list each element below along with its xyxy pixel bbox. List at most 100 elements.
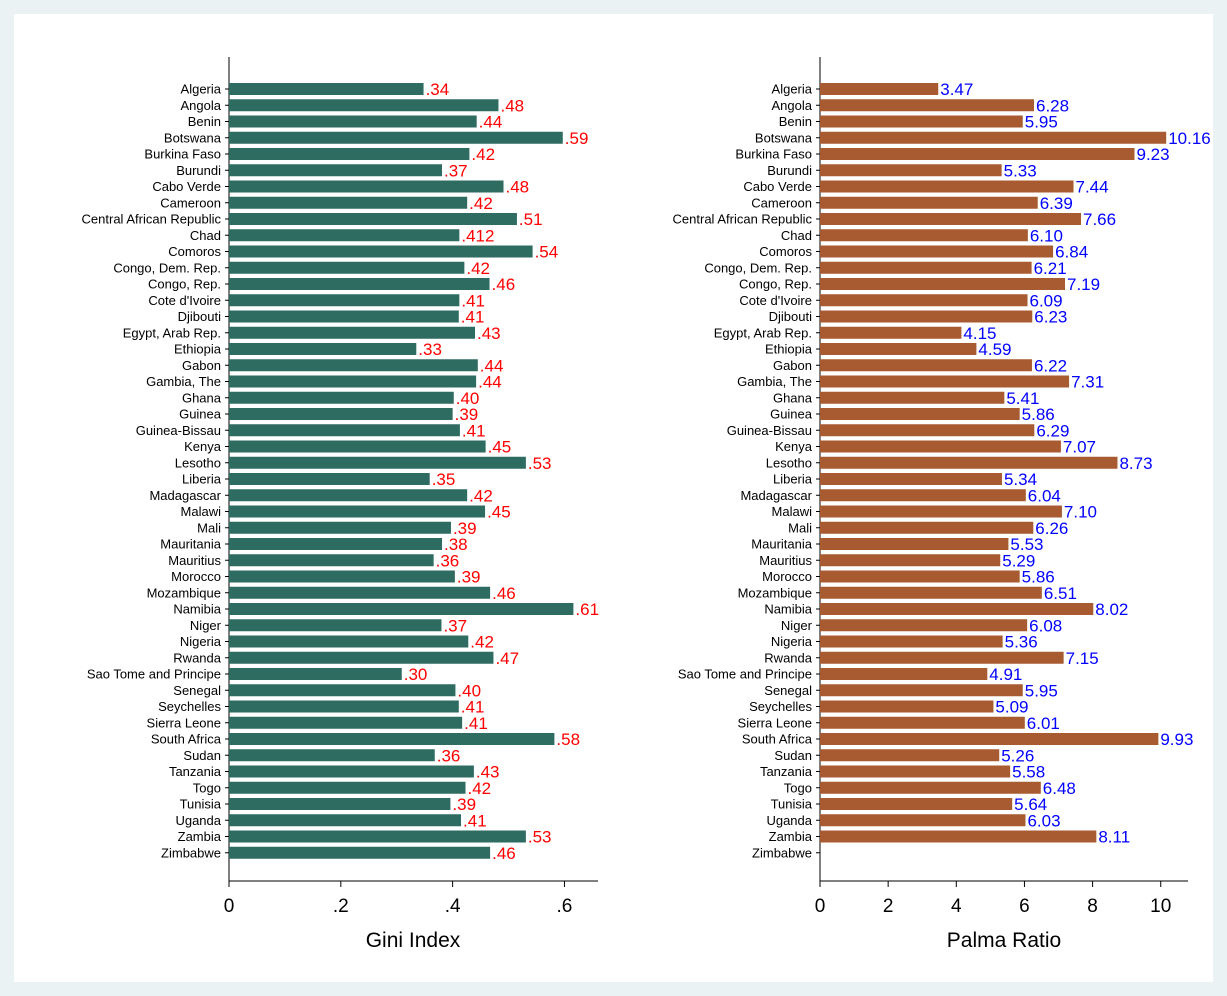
gini-category-label: Burundi [176, 163, 221, 178]
palma-bar [820, 765, 1011, 778]
palma-category-label: Djibouti [769, 309, 812, 324]
gini-bar [229, 131, 563, 144]
gini-bar [229, 310, 459, 323]
gini-value-label: .40 [456, 389, 480, 408]
palma-value-label: 5.58 [1012, 763, 1045, 782]
gini-category-label: Benin [188, 114, 221, 129]
palma-category-label: Cote d'Ivoire [739, 293, 812, 308]
palma-panel: Palma Ratio 0 2 4 6 8 10 Algeria 3.47 Angola 6.28… [673, 57, 1211, 952]
palma-value-label: 6.08 [1029, 616, 1062, 635]
gini-category-label: Tanzania [169, 764, 222, 779]
gini-category-label: Comoros [168, 244, 221, 259]
palma-category-label: Namibia [764, 602, 812, 617]
palma-category-label: Guinea [770, 407, 813, 422]
gini-category-label: Ghana [182, 390, 222, 405]
palma-category-label: Guinea-Bissau [727, 423, 812, 438]
gini-value-label: .53 [528, 454, 552, 473]
gini-bar [229, 213, 517, 225]
gini-bar [229, 375, 477, 388]
palma-value-label: 5.86 [1022, 568, 1055, 587]
gini-category-label: Ethiopia [174, 342, 222, 357]
gini-bar [229, 619, 442, 632]
gini-bar [229, 196, 468, 209]
gini-category-label: Angola [181, 98, 222, 113]
palma-category-label: Mauritius [759, 553, 812, 568]
gini-category-label: Cote d'Ivoire [148, 293, 221, 308]
palma-bar [820, 229, 1028, 242]
palma-bar [820, 781, 1041, 794]
gini-category-label: Algeria [181, 82, 222, 97]
palma-value-label: 6.21 [1034, 259, 1067, 278]
gini-value-label: .46 [492, 584, 516, 603]
palma-x-tick-label: 4 [951, 896, 962, 917]
palma-category-label: Ghana [773, 390, 813, 405]
palma-value-label: 6.29 [1036, 421, 1069, 440]
gini-bar [229, 229, 460, 242]
gini-value-label: .42 [471, 145, 495, 164]
palma-value-label: 6.22 [1034, 356, 1067, 375]
gini-bar [229, 180, 504, 193]
gini-category-label: Mauritania [160, 537, 221, 552]
gini-bar [229, 635, 469, 648]
gini-value-label: .39 [455, 405, 479, 424]
gini-category-label: Senegal [173, 683, 221, 698]
palma-value-label: 6.04 [1028, 486, 1061, 505]
palma-value-label: 7.31 [1071, 373, 1104, 392]
gini-category-label: Uganda [175, 813, 221, 828]
gini-category-label: Madagascar [149, 488, 221, 503]
gini-bar [229, 586, 491, 599]
gini-value-label: .59 [565, 129, 589, 148]
gini-value-label: .39 [453, 519, 477, 538]
gini-bar [229, 294, 460, 307]
palma-bar [820, 798, 1013, 810]
palma-value-label: 6.23 [1034, 308, 1067, 327]
gini-value-label: .43 [477, 324, 501, 343]
gini-bar [229, 83, 424, 95]
gini-bar [229, 359, 478, 372]
gini-bar [229, 538, 443, 550]
palma-bar [820, 521, 1034, 534]
palma-category-label: Nigeria [771, 634, 813, 649]
palma-value-label: 5.33 [1004, 161, 1037, 180]
palma-value-label: 4.15 [963, 324, 996, 343]
gini-category-label: Sudan [183, 748, 221, 763]
gini-bar [229, 456, 526, 469]
palma-category-label: Chad [781, 228, 812, 243]
palma-category-label: Seychelles [749, 699, 812, 714]
gini-value-label: .34 [426, 80, 450, 99]
gini-bar [229, 99, 499, 112]
gini-value-label: .44 [478, 373, 502, 392]
palma-category-label: Tanzania [760, 764, 813, 779]
gini-category-label: Nigeria [180, 634, 222, 649]
gini-category-label: Namibia [173, 602, 221, 617]
palma-bar [820, 505, 1062, 518]
palma-value-label: 7.07 [1063, 438, 1096, 457]
palma-category-label: Mozambique [738, 585, 812, 600]
gini-value-label: .47 [495, 649, 519, 668]
palma-bar [820, 635, 1003, 648]
palma-value-label: 9.93 [1160, 730, 1193, 749]
palma-bar [820, 359, 1032, 372]
palma-category-label: Algeria [772, 82, 813, 97]
gini-value-label: .40 [457, 681, 481, 700]
palma-value-label: 10.16 [1168, 129, 1211, 148]
gini-bar [229, 343, 417, 355]
palma-bar [820, 489, 1026, 502]
palma-bar [820, 131, 1167, 144]
palma-bar [820, 456, 1118, 469]
gini-bar [229, 505, 486, 518]
palma-category-label: Liberia [773, 472, 813, 487]
gini-category-label: Djibouti [178, 309, 221, 324]
gini-category-label: Sierra Leone [147, 715, 221, 730]
palma-category-label: Mauritania [751, 537, 812, 552]
gini-value-label: .42 [466, 259, 490, 278]
gini-value-label: .36 [437, 746, 461, 765]
gini-category-label: Burkina Faso [144, 147, 221, 162]
palma-category-label: Ethiopia [765, 342, 813, 357]
gini-category-label: Mali [197, 520, 221, 535]
palma-bar [820, 554, 1001, 567]
gini-bar [229, 278, 490, 290]
palma-category-label: South Africa [742, 732, 813, 747]
gini-category-label: Guinea-Bissau [136, 423, 221, 438]
